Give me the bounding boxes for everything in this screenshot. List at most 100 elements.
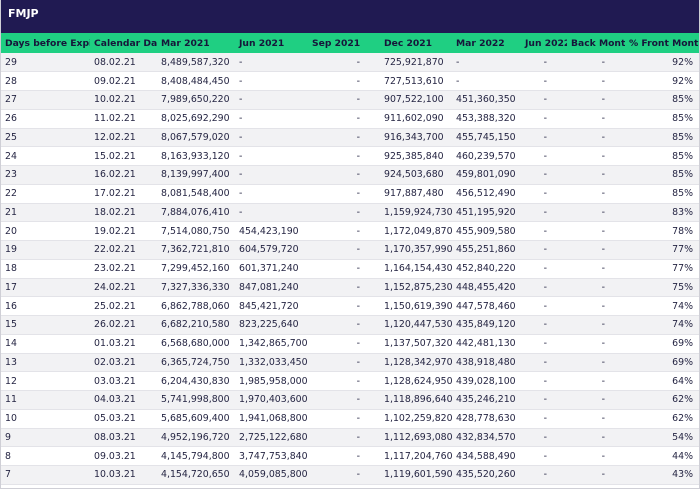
table-cell: - [567,315,625,335]
table-cell: 924,503,680 [380,165,452,185]
table-cell: 454,423,190 [235,221,308,241]
table-cell: 03.03.21 [90,371,157,391]
table-cell: - [567,296,625,316]
table-cell: 1,985,958,000 [235,371,308,391]
table-row: 8 09.03.21 4,145,794,800 3,747,753,840-1,11… [1,446,699,466]
table-cell: 77% [625,240,699,260]
table-row: 12 03.03.21 6,204,430,830 1,985,958,000-1,1… [1,371,699,391]
table-cell: 02.03.21 [90,353,157,373]
table-cell: - [308,53,380,73]
table-cell: 10 [1,409,90,429]
table-cell: 428,778,630 [452,409,521,429]
table-cell: - [567,71,625,91]
table-cell: - [567,203,625,223]
table-cell: 459,801,090 [452,165,521,185]
table-cell: - [521,240,567,260]
table-cell: 23 [1,165,90,185]
table-cell: - [567,465,625,485]
table-cell: - [567,259,625,279]
table-cell: 69% [625,353,699,373]
table-cell: - [521,334,567,354]
table-cell: 8,139,997,400 [157,165,235,185]
table-cell: 26 [1,109,90,129]
table-cell: 85% [625,165,699,185]
table-cell: - [567,221,625,241]
table-row: 21 18.02.21 7,884,076,410- -1,159,924,730 45… [1,203,699,223]
table-cell: 05.03.21 [90,409,157,429]
table-cell: 8,489,587,320 [157,53,235,73]
table-cell: - [308,203,380,223]
table-cell: 25.02.21 [90,296,157,316]
table-row: 23 16.02.21 8,139,997,400- -924,503,680 459,… [1,165,699,185]
table-row: 10 05.03.21 5,685,609,400 1,941,068,800-1,1… [1,409,699,429]
table-cell: - [235,203,308,223]
table-cell: 22 [1,184,90,204]
table-cell: - [567,240,625,260]
table-cell: 74% [625,315,699,335]
table-row: 29 08.02.21 8,489,587,320- -725,921,870- - -9… [1,53,699,73]
table-cell: - [308,371,380,391]
table-row: 14 01.03.21 6,568,680,000 1,342,865,700-1,1… [1,334,699,354]
table-cell: 26.02.21 [90,315,157,335]
table-cell: - [235,184,308,204]
table-cell: 435,246,210 [452,390,521,410]
table-cell: - [308,278,380,298]
table-cell: 43% [625,465,699,485]
table-cell: 74% [625,296,699,316]
table-cell: - [308,259,380,279]
table-cell: - [308,465,380,485]
table-cell: - [308,128,380,148]
table-row: 19 22.02.21 7,362,721,810 604,579,720-1,170… [1,240,699,260]
table-cell: 1,102,259,820 [380,409,452,429]
table-cell: - [521,296,567,316]
table-cell: 439,028,100 [452,371,521,391]
table-cell: - [308,90,380,110]
table-cell: 09.02.21 [90,71,157,91]
table-cell: - [521,71,567,91]
table-cell: - [521,371,567,391]
table-row: 26 11.02.21 8,025,692,290- -911,602,090 453,… [1,109,699,129]
table-cell: 85% [625,90,699,110]
table-cell: 92% [625,71,699,91]
table-cell: 5,741,998,800 [157,390,235,410]
table-cell: 18 [1,259,90,279]
table-cell: - [308,240,380,260]
table-cell: - [567,109,625,129]
table-cell: 1,159,924,730 [380,203,452,223]
table-cell: 20 [1,221,90,241]
panel-title: FMJP [1,0,699,33]
table-cell: 78% [625,221,699,241]
table-cell: 907,522,100 [380,90,452,110]
table-cell: 460,239,570 [452,146,521,166]
table-cell: - [567,409,625,429]
table-cell: 1,137,507,320 [380,334,452,354]
table-cell: 434,588,490 [452,446,521,466]
table-cell: - [235,109,308,129]
table-cell: 17.02.21 [90,184,157,204]
table-cell: 27 [1,90,90,110]
table-cell: 12 [1,371,90,391]
table-cell: 917,887,480 [380,184,452,204]
table-cell: 7,362,721,810 [157,240,235,260]
table-cell: 11 [1,390,90,410]
table-cell: 21 [1,203,90,223]
table-cell: 847,081,240 [235,278,308,298]
table-cell: 14 [1,334,90,354]
table-cell: 823,225,640 [235,315,308,335]
column-header: Mar 2021 [161,37,210,49]
table-cell: 1,152,875,230 [380,278,452,298]
table-cell: 10.02.21 [90,90,157,110]
table-cell: 16 [1,296,90,316]
table-cell: 85% [625,109,699,129]
table-cell: 435,849,120 [452,315,521,335]
table-cell: - [567,184,625,204]
column-header: Back Month [571,37,625,49]
table-cell: 1,332,033,450 [235,353,308,373]
table-cell: - [567,353,625,373]
table-cell: 1,117,204,760 [380,446,452,466]
table-cell: 17 [1,278,90,298]
table-cell: 916,343,700 [380,128,452,148]
table-cell: - [235,71,308,91]
table-cell: - [308,221,380,241]
table-cell: 455,909,580 [452,221,521,241]
